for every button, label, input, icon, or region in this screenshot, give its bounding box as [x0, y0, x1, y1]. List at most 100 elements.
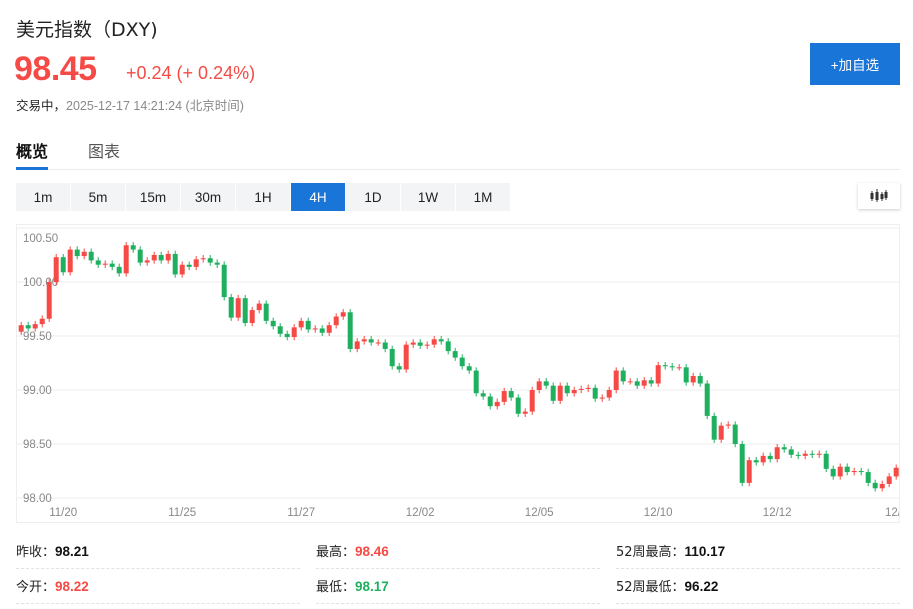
candle-body [865, 472, 871, 483]
candle-body [613, 370, 619, 390]
candlestick-chart[interactable]: 100.50 100.00 99.50 99.00 98.50 98.00 11/20 11/… [16, 224, 907, 523]
chart-type-button[interactable] [858, 183, 900, 209]
candle-body [459, 357, 465, 367]
stat-divider [616, 568, 900, 569]
candle-body [578, 388, 584, 390]
candle-body [382, 342, 388, 349]
candle-body [571, 390, 577, 394]
candle-body [522, 411, 528, 414]
candle-body [634, 381, 640, 386]
candle-body [158, 255, 164, 261]
tab-overview[interactable]: 概览 [16, 142, 49, 161]
candle-body [123, 245, 129, 274]
candle-body [718, 425, 724, 440]
candle-body [760, 455, 766, 463]
candle-body [74, 249, 80, 257]
y-tick-label: 99.00 [23, 385, 52, 397]
interval-1d[interactable]: 1D [346, 183, 401, 211]
candle-body [263, 303, 269, 321]
candle-body [543, 381, 549, 386]
candle-body [165, 253, 171, 261]
chart-canvas: 100.50 100.00 99.50 99.00 98.50 98.00 11/20 11/… [17, 227, 907, 519]
candle-body [347, 312, 353, 349]
stat-item: 最低：98.17 [316, 576, 389, 595]
candle-body [18, 325, 24, 332]
candle-body [102, 263, 108, 265]
tab-divider [16, 169, 900, 170]
add-to-watchlist-button[interactable]: +加自选 [810, 43, 900, 85]
candle-body [130, 245, 136, 250]
candle-body [781, 447, 787, 450]
interval-1m[interactable]: 1m [16, 183, 71, 211]
x-tick-label: 12/05 [525, 507, 554, 519]
candle-body [837, 466, 843, 477]
candle-body [46, 282, 52, 319]
page-title: 美元指数（DXY) [16, 19, 158, 41]
interval-1w[interactable]: 1W [401, 183, 456, 211]
interval-selector: 1m 5m 15m 30m 1H 4H 1D 1W 1M [16, 183, 511, 211]
interval-30m[interactable]: 30m [181, 183, 236, 211]
candle-body [494, 401, 500, 407]
candle-body [298, 320, 304, 328]
price-change: +0.24 (+ 0.24%) [126, 63, 256, 83]
candle-body [67, 249, 73, 273]
active-tab-indicator [16, 167, 48, 170]
trading-status: 交易中，2025-12-17 14:21:24 (北京时间) [16, 95, 244, 114]
candle-body [620, 370, 626, 382]
tab-chart[interactable]: 图表 [88, 142, 121, 161]
y-tick-label: 100.00 [23, 277, 58, 289]
interval-1mo[interactable]: 1M [456, 183, 511, 211]
candle-body [375, 342, 381, 344]
stat-label: 52周最高： [616, 545, 685, 560]
candle-body [403, 344, 409, 370]
candle-body [109, 263, 115, 267]
candle-body [424, 344, 430, 346]
candle-body [193, 259, 199, 267]
candle-body [214, 262, 220, 265]
interval-4h[interactable]: 4H [291, 183, 346, 211]
candle-body [508, 391, 514, 398]
stat-label: 昨收： [16, 545, 56, 560]
candle-body [333, 316, 339, 326]
candle-body [396, 366, 402, 370]
candle-body [690, 375, 696, 383]
stat-value: 96.22 [684, 579, 719, 594]
y-tick-label: 98.00 [23, 493, 52, 505]
candle-body [389, 348, 395, 367]
candle-body [641, 380, 647, 386]
candle-body [648, 380, 654, 384]
candle-body [774, 447, 780, 460]
candle-body [711, 415, 717, 440]
candle-body [25, 325, 31, 329]
candle-body [319, 328, 325, 333]
interval-5m[interactable]: 5m [71, 183, 126, 211]
candle-body [179, 264, 185, 275]
candle-body [53, 257, 59, 282]
candle-body [809, 453, 815, 455]
x-tick-label: 11/27 [287, 507, 315, 519]
candle-body [354, 341, 360, 349]
candle-body [249, 310, 255, 324]
candle-body [291, 327, 297, 338]
stat-label: 今开： [16, 580, 56, 595]
candle-body [88, 251, 94, 261]
candle-body [60, 257, 66, 273]
candle-body [487, 396, 493, 407]
candle-body [501, 391, 507, 402]
candle-body [186, 264, 192, 267]
candle-body [844, 466, 850, 473]
candle-body [893, 467, 899, 477]
candle-body [445, 341, 451, 352]
candle-body [858, 471, 864, 473]
candle-body [235, 298, 241, 318]
candle-body [851, 471, 857, 473]
candle-body [137, 249, 143, 263]
interval-15m[interactable]: 15m [126, 183, 181, 211]
x-tick-label: 11/20 [49, 507, 77, 519]
stat-item: 昨收：98.21 [16, 541, 89, 560]
candle-body [732, 424, 738, 444]
candle-body [305, 320, 311, 330]
status-label: 交易中， [16, 98, 67, 113]
interval-1h[interactable]: 1H [236, 183, 291, 211]
stat-item: 今开：98.22 [16, 576, 89, 595]
